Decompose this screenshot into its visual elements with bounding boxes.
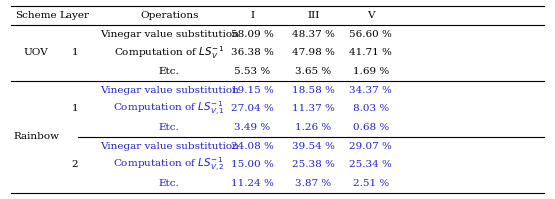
- Text: 3.49 %: 3.49 %: [234, 123, 271, 132]
- Text: 56.60 %: 56.60 %: [349, 29, 392, 39]
- Text: Vinegar value substitution: Vinegar value substitution: [100, 142, 239, 151]
- Text: Operations: Operations: [140, 11, 199, 20]
- Text: 24.08 %: 24.08 %: [231, 142, 274, 151]
- Text: 11.37 %: 11.37 %: [292, 104, 335, 113]
- Text: 47.98 %: 47.98 %: [292, 48, 335, 57]
- Text: UOV: UOV: [24, 48, 48, 57]
- Text: 29.07 %: 29.07 %: [349, 142, 392, 151]
- Text: 1: 1: [72, 48, 78, 57]
- Text: Computation of $LS_{V,1}^{-1}$: Computation of $LS_{V,1}^{-1}$: [113, 100, 225, 118]
- Text: 58.09 %: 58.09 %: [231, 29, 274, 39]
- Text: 11.24 %: 11.24 %: [231, 179, 274, 188]
- Text: Computation of $LS_V^{-1}$: Computation of $LS_V^{-1}$: [114, 44, 224, 61]
- Text: Rainbow: Rainbow: [13, 132, 59, 141]
- Text: 3.87 %: 3.87 %: [295, 179, 332, 188]
- Text: 5.53 %: 5.53 %: [234, 67, 271, 76]
- Text: Layer: Layer: [60, 11, 90, 20]
- Text: 3.65 %: 3.65 %: [295, 67, 332, 76]
- Text: 48.37 %: 48.37 %: [292, 29, 335, 39]
- Text: 34.37 %: 34.37 %: [349, 86, 392, 95]
- Text: Etc.: Etc.: [159, 123, 180, 132]
- Text: Vinegar value substitution: Vinegar value substitution: [100, 86, 239, 95]
- Text: 19.15 %: 19.15 %: [231, 86, 274, 95]
- Text: 2.51 %: 2.51 %: [352, 179, 389, 188]
- Text: 1.26 %: 1.26 %: [295, 123, 332, 132]
- Text: I: I: [250, 11, 255, 20]
- Text: 1.69 %: 1.69 %: [352, 67, 389, 76]
- Text: 15.00 %: 15.00 %: [231, 160, 274, 170]
- Text: 39.54 %: 39.54 %: [292, 142, 335, 151]
- Text: 8.03 %: 8.03 %: [352, 104, 389, 113]
- Text: 41.71 %: 41.71 %: [349, 48, 392, 57]
- Text: 25.34 %: 25.34 %: [349, 160, 392, 170]
- Text: 2: 2: [72, 160, 78, 170]
- Text: Vinegar value substitution: Vinegar value substitution: [100, 29, 239, 39]
- Text: 1: 1: [72, 104, 78, 113]
- Text: 25.38 %: 25.38 %: [292, 160, 335, 170]
- Text: V: V: [367, 11, 375, 20]
- Text: Etc.: Etc.: [159, 179, 180, 188]
- Text: Computation of $LS_{V,2}^{-1}$: Computation of $LS_{V,2}^{-1}$: [113, 156, 225, 174]
- Text: Scheme: Scheme: [16, 11, 57, 20]
- Text: 36.38 %: 36.38 %: [231, 48, 274, 57]
- Text: 0.68 %: 0.68 %: [352, 123, 389, 132]
- Text: 27.04 %: 27.04 %: [231, 104, 274, 113]
- Text: 18.58 %: 18.58 %: [292, 86, 335, 95]
- Text: Etc.: Etc.: [159, 67, 180, 76]
- Text: III: III: [307, 11, 320, 20]
